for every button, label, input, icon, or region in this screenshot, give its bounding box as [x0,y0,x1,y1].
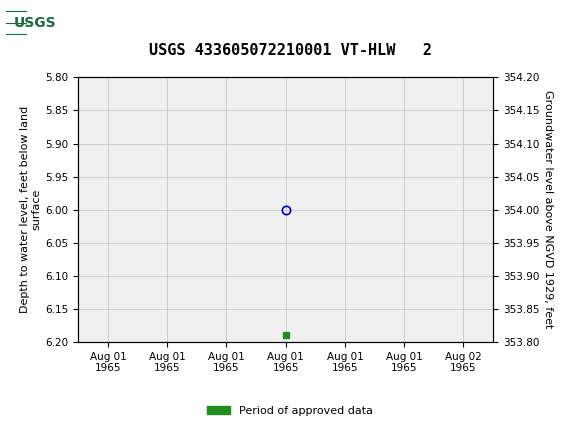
Y-axis label: Depth to water level, feet below land
surface: Depth to water level, feet below land su… [20,106,41,313]
FancyBboxPatch shape [6,3,64,42]
Text: USGS 433605072210001 VT-HLW   2: USGS 433605072210001 VT-HLW 2 [148,43,432,58]
Y-axis label: Groundwater level above NGVD 1929, feet: Groundwater level above NGVD 1929, feet [543,90,553,329]
Text: USGS: USGS [13,15,56,30]
Legend: Period of approved data: Period of approved data [203,401,377,420]
